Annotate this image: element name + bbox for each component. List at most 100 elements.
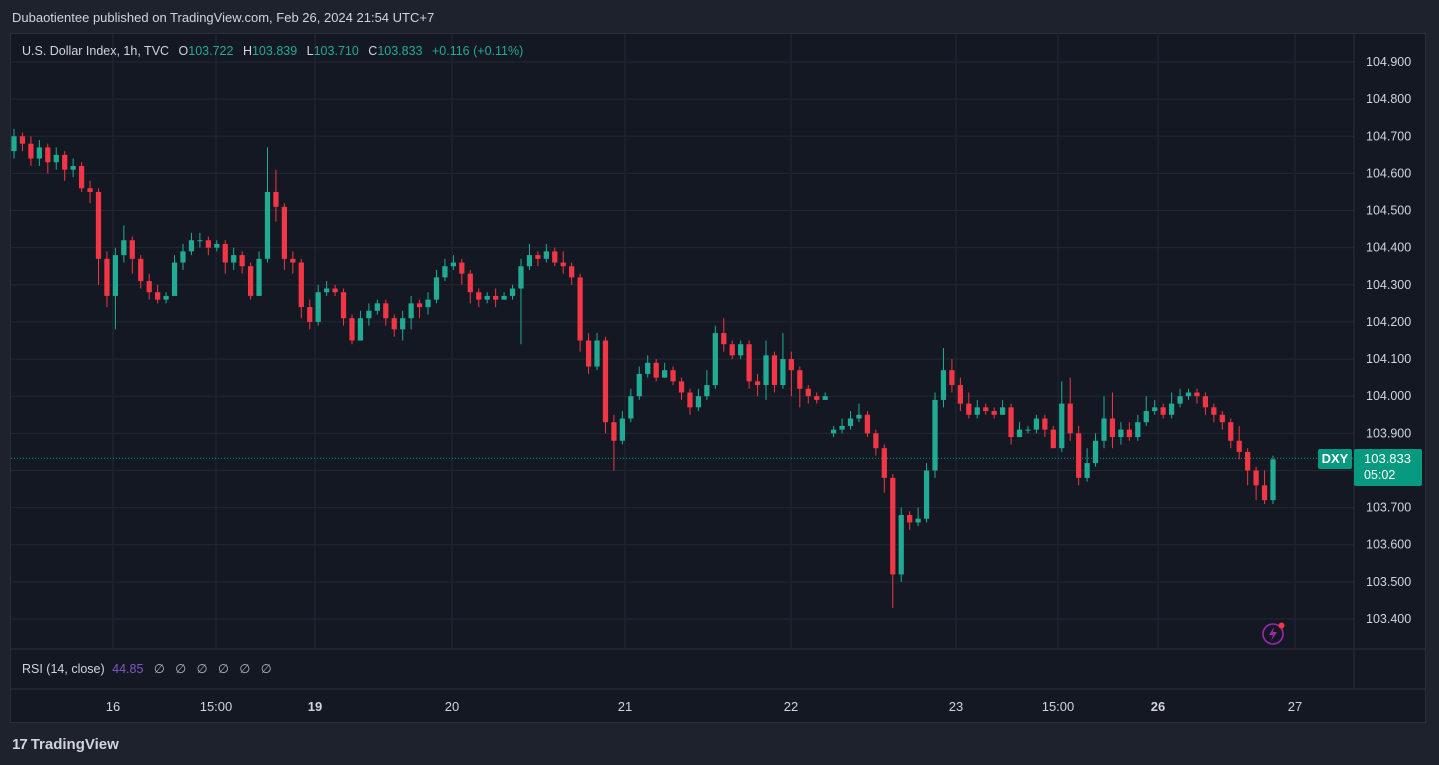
candle-body [400, 318, 406, 330]
candle-body [366, 310, 372, 319]
candle-body [324, 288, 330, 293]
candle-body [1143, 411, 1149, 423]
candle-body [653, 362, 659, 378]
x-tick-label: 23 [949, 699, 963, 714]
y-tick-label: 103.600 [1366, 538, 1411, 552]
candle-body [1016, 429, 1023, 438]
last-price: 103.833 [1364, 451, 1411, 466]
candle-body [509, 288, 516, 296]
candle-body [738, 344, 744, 356]
candle-body [645, 362, 651, 374]
candle-body [864, 414, 871, 434]
legend-low-value: 103.710 [313, 44, 359, 58]
candle-body [577, 277, 583, 341]
candle-body [138, 258, 144, 282]
candle-body [264, 191, 271, 259]
candle-body [771, 355, 778, 386]
legend-title: U.S. Dollar Index, 1h, TVC [22, 44, 170, 58]
candle-body [467, 273, 473, 293]
candle-body [1228, 422, 1234, 441]
candle-body [19, 136, 26, 144]
y-tick-label: 103.700 [1366, 501, 1411, 515]
candle-body [1067, 403, 1073, 434]
candle-body [535, 255, 541, 259]
candle-body [70, 165, 76, 170]
candle-body [839, 425, 845, 430]
candle-body [349, 318, 355, 341]
candle-body [442, 266, 448, 278]
y-tick-label: 104.200 [1366, 315, 1411, 329]
candle-body [231, 255, 237, 263]
x-tick-label: 16 [106, 699, 120, 714]
x-tick-label: 27 [1288, 699, 1302, 714]
candle-body [307, 307, 313, 322]
candle-body [1168, 403, 1175, 415]
candle-body [763, 355, 769, 386]
candle-body [873, 433, 879, 449]
rsi-null-1: ∅ [153, 662, 165, 676]
candle-body [1245, 451, 1251, 471]
rsi-null-4: ∅ [218, 662, 229, 676]
candle-body [53, 154, 59, 163]
rsi-null-6: ∅ [260, 662, 272, 676]
candle-body [1261, 485, 1268, 501]
lightning-icon[interactable] [1261, 622, 1285, 646]
chart-frame[interactable] [10, 33, 1426, 723]
candle-body [416, 303, 423, 308]
candle-body [797, 370, 803, 389]
candle-body [247, 266, 254, 296]
candle-body [112, 255, 119, 296]
candle-body [999, 407, 1006, 415]
candle-body [746, 344, 752, 382]
candle-body [636, 373, 642, 397]
candle-body [585, 340, 592, 367]
candle-body [1177, 396, 1183, 404]
candle-body [214, 243, 220, 248]
candle-body [830, 429, 837, 434]
tradingview-logo-text: TradingView [30, 736, 119, 753]
candle-body [205, 240, 211, 248]
candle-body [907, 515, 913, 523]
candle-body [357, 318, 364, 341]
candle-body [129, 240, 135, 259]
candle-body [1135, 422, 1141, 438]
candle-body [1101, 418, 1107, 441]
y-tick-label: 103.400 [1366, 612, 1411, 626]
candle-body [180, 251, 186, 263]
candle-body [1033, 418, 1040, 430]
candle-body [459, 262, 465, 274]
candle-body [256, 258, 262, 296]
candle-body [1025, 429, 1031, 431]
candle-body [476, 292, 482, 300]
rsi-label: RSI (14, close) [22, 662, 105, 676]
rsi-null-2: ∅ [175, 662, 187, 676]
candle-body [847, 418, 854, 426]
legend-open-label: O [178, 44, 189, 58]
candle-body [543, 251, 549, 259]
candle-body [940, 370, 947, 400]
candle-body [687, 392, 693, 408]
candle-body [991, 411, 997, 415]
tradingview-logo[interactable]: 17 TradingView [12, 736, 119, 753]
candle-body [1211, 407, 1217, 415]
candle-body [290, 258, 296, 263]
candle-body [1076, 433, 1082, 478]
candle-body [898, 515, 904, 575]
candle-body [518, 266, 524, 289]
candle-body [662, 370, 668, 378]
legend-change: +0.116 (+0.11%) [431, 44, 524, 58]
candle-body [501, 295, 507, 300]
last-price-tag: 103.833 05:02 [1354, 449, 1422, 486]
candle-body [1042, 418, 1048, 430]
candle-body [197, 240, 203, 242]
candle-body [712, 333, 718, 386]
x-tick-label: 26 [1151, 699, 1165, 714]
candle-body [239, 255, 245, 267]
candle-body [1270, 459, 1276, 501]
candle-body [594, 340, 600, 367]
candle-body [484, 295, 490, 300]
candle-body [619, 418, 625, 441]
rsi-null-5: ∅ [239, 662, 251, 676]
candle-body [856, 414, 862, 419]
